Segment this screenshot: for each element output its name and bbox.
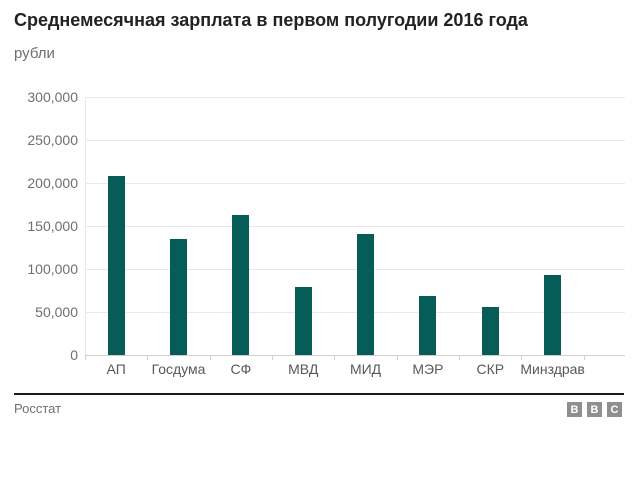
gridline	[85, 312, 625, 313]
x-tick-label: МВД	[288, 361, 319, 377]
x-tick	[272, 356, 274, 360]
gridline	[85, 97, 625, 98]
x-tick-label: МЭР	[412, 361, 444, 377]
x-tick	[583, 356, 585, 360]
footer-divider	[14, 393, 624, 395]
source-label: Росстат	[14, 401, 62, 416]
y-tick-label: 200,000	[27, 175, 78, 191]
x-tick-label: МИД	[349, 361, 382, 377]
y-tick-label: 0	[70, 347, 78, 363]
bbc-logo-block: C	[607, 402, 622, 417]
x-tick-label: Минздрав	[520, 361, 585, 377]
y-tick-label: 300,000	[27, 89, 78, 105]
bar-АП	[107, 175, 125, 355]
x-tick	[147, 356, 149, 360]
x-tick-label: АП	[106, 361, 126, 377]
bar-МВД	[294, 286, 312, 355]
y-tick-label: 100,000	[27, 261, 78, 277]
x-tick	[521, 356, 523, 360]
x-tick	[209, 356, 211, 360]
bar-СФ	[232, 214, 250, 355]
bbc-logo-block: B	[587, 402, 602, 417]
gridline	[85, 140, 625, 141]
chart-title: Среднемесячная зарплата в первом полугод…	[14, 10, 528, 30]
y-tick-label: 50,000	[35, 304, 78, 320]
bar-МЭР	[419, 296, 437, 355]
bar-СКР	[481, 306, 499, 355]
x-tick-label: СФ	[230, 361, 252, 377]
chart-unit-label: рубли	[14, 45, 55, 62]
bar-Минздрав	[544, 274, 562, 355]
x-tick-label: Госдума	[151, 361, 206, 377]
x-tick	[459, 356, 461, 360]
y-tick-label: 250,000	[27, 132, 78, 148]
y-axis-line	[85, 97, 86, 355]
x-tick	[334, 356, 336, 360]
bar-Госдума	[170, 238, 188, 355]
gridline	[85, 226, 625, 227]
gridline	[85, 269, 625, 270]
bbc-logo-block: B	[567, 402, 582, 417]
gridline	[85, 183, 625, 184]
bar-МИД	[357, 233, 375, 355]
plot-area: 0 50,000 100,000 150,000 200,000 250,000 300,0…	[27, 89, 625, 377]
y-tick-label: 150,000	[27, 218, 78, 234]
x-tick	[396, 356, 398, 360]
x-tick	[85, 356, 86, 360]
gridline	[85, 355, 625, 356]
x-tick-label: СКР	[476, 361, 505, 377]
